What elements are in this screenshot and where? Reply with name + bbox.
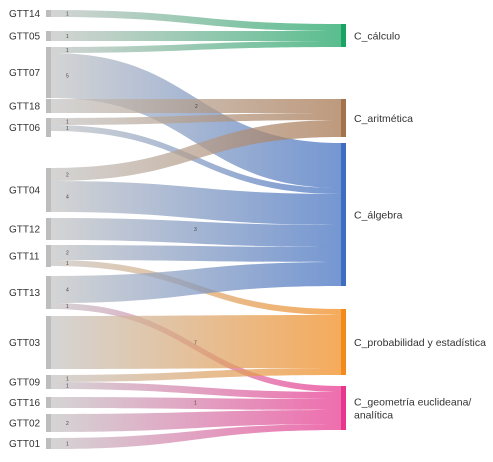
flow-value-label: 1	[66, 442, 69, 448]
source-label-gtt06: GTT06	[9, 123, 41, 134]
source-label-gtt04: GTT04	[9, 186, 41, 197]
target-node-calculo[interactable]	[341, 24, 346, 47]
flow-gtt01-geometria	[51, 424, 341, 449]
source-node-gtt09[interactable]	[46, 375, 51, 389]
source-label-gtt05: GTT05	[9, 32, 41, 43]
flow-gtt18-aritmetica	[51, 99, 341, 113]
flow-gtt03-probabilidad	[51, 315, 341, 369]
source-label-gtt18: GTT18	[9, 102, 41, 113]
flow-value-label: 4	[66, 195, 69, 201]
source-node-gtt13[interactable]	[46, 276, 51, 309]
source-node-gtt07[interactable]	[46, 47, 51, 98]
flow-value-label: 1	[66, 304, 69, 310]
source-label-gtt16: GTT16	[9, 398, 41, 409]
flow-gtt12-algebra	[51, 218, 341, 247]
flow-value-label: 4	[66, 288, 69, 294]
flow-gtt09-probabilidad	[51, 368, 341, 382]
source-node-gtt16[interactable]	[46, 397, 51, 408]
source-label-gtt02: GTT02	[9, 419, 41, 430]
source-node-gtt11[interactable]	[46, 245, 51, 267]
flow-value-label: 2	[66, 173, 69, 179]
source-node-gtt06[interactable]	[46, 118, 51, 137]
flow-value-label: 1	[66, 377, 69, 383]
flow-gtt09-geometria	[51, 382, 341, 399]
source-label-gtt14: GTT14	[9, 9, 41, 20]
source-label-gtt07: GTT07	[9, 68, 41, 79]
source-node-gtt18[interactable]	[46, 99, 51, 113]
flow-value-label: 3	[194, 227, 197, 233]
target-node-geometria[interactable]	[341, 386, 346, 430]
flow-value-label: 1	[194, 401, 197, 407]
flow-value-label: 1	[66, 120, 69, 126]
flow-value-label: 1	[66, 48, 69, 54]
flow-value-label: 1	[66, 384, 69, 390]
source-node-gtt03[interactable]	[46, 316, 51, 369]
flow-value-label: 2	[195, 104, 198, 110]
flow-value-label: 2	[66, 421, 69, 427]
source-label-gtt03: GTT03	[9, 338, 41, 349]
target-label-geometria: analítica	[354, 410, 393, 422]
target-node-probabilidad[interactable]	[341, 309, 346, 375]
flow-value-label: 1	[66, 261, 69, 267]
source-label-gtt11: GTT11	[9, 252, 40, 263]
target-node-algebra[interactable]	[341, 143, 346, 286]
source-node-gtt04[interactable]	[46, 168, 51, 212]
flow-gtt14-calculo	[51, 10, 341, 31]
flow-gtt04-algebra	[51, 181, 341, 225]
flow-gtt11-algebra	[51, 245, 341, 262]
flow-gtt02-geometria	[51, 410, 341, 432]
flow-value-label: 1	[66, 126, 69, 132]
source-node-gtt14[interactable]	[46, 10, 51, 17]
source-label-gtt12: GTT12	[9, 225, 41, 236]
flow-gtt16-geometria	[51, 397, 341, 410]
flow-gtt06-aritmetica	[51, 113, 341, 125]
flow-value-label: 7	[194, 341, 197, 347]
target-label-aritmetica: C_aritmética	[354, 113, 413, 125]
flow-value-label: 1	[66, 12, 69, 18]
source-label-gtt01: GTT01	[9, 439, 41, 450]
flow-value-label: 5	[66, 74, 69, 80]
target-label-calculo: C_cálculo	[354, 31, 400, 43]
flow-gtt04-aritmetica	[51, 120, 341, 181]
source-node-gtt05[interactable]	[46, 31, 51, 41]
flow-gtt13-algebra	[51, 262, 341, 303]
flow-value-label: 2	[66, 251, 69, 257]
flow-gtt06-algebra	[51, 125, 341, 194]
source-label-gtt13: GTT13	[9, 288, 41, 299]
flow-value-label: 1	[66, 34, 69, 40]
source-node-gtt01[interactable]	[46, 438, 51, 449]
flow-gtt07-calculo	[51, 41, 341, 53]
target-node-aritmetica[interactable]	[341, 99, 346, 137]
target-label-probabilidad: C_probabilidad y estadística	[354, 337, 486, 349]
source-node-gtt12[interactable]	[46, 218, 51, 240]
source-node-gtt02[interactable]	[46, 414, 51, 432]
target-label-geometria: C_geometría euclideana/	[354, 397, 471, 409]
source-label-gtt09: GTT09	[9, 378, 41, 389]
flow-gtt05-calculo	[51, 31, 341, 41]
target-label-algebra: C_álgebra	[354, 210, 403, 222]
